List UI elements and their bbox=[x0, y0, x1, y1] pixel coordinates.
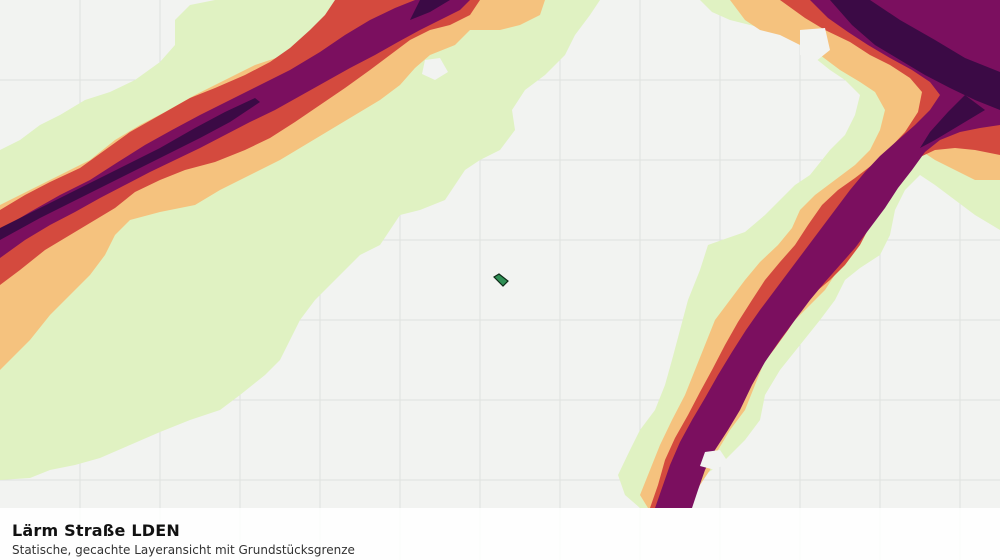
noise-zone-high-west bbox=[0, 0, 480, 285]
layer-title: Lärm Straße LDEN bbox=[12, 521, 180, 540]
noise-zone-max-east bbox=[830, 0, 1000, 110]
noise-zone-very-high-west bbox=[0, 0, 470, 258]
noise-zone-max-west-2 bbox=[410, 0, 450, 20]
map-gap-east-1 bbox=[700, 450, 728, 470]
noise-zone-very-high-east bbox=[655, 0, 1000, 508]
layer-info-panel: Lärm Straße LDEN Statische, gecachte Lay… bbox=[0, 508, 1000, 560]
noise-zone-max-east-2 bbox=[920, 95, 985, 148]
map-gap-north-1 bbox=[422, 58, 448, 80]
noise-zone-max-west bbox=[0, 98, 260, 240]
map-gap-east-2 bbox=[800, 28, 830, 62]
parcel-boundary[interactable] bbox=[493, 273, 509, 287]
layer-subtitle: Statische, gecachte Layeransicht mit Gru… bbox=[12, 543, 355, 557]
